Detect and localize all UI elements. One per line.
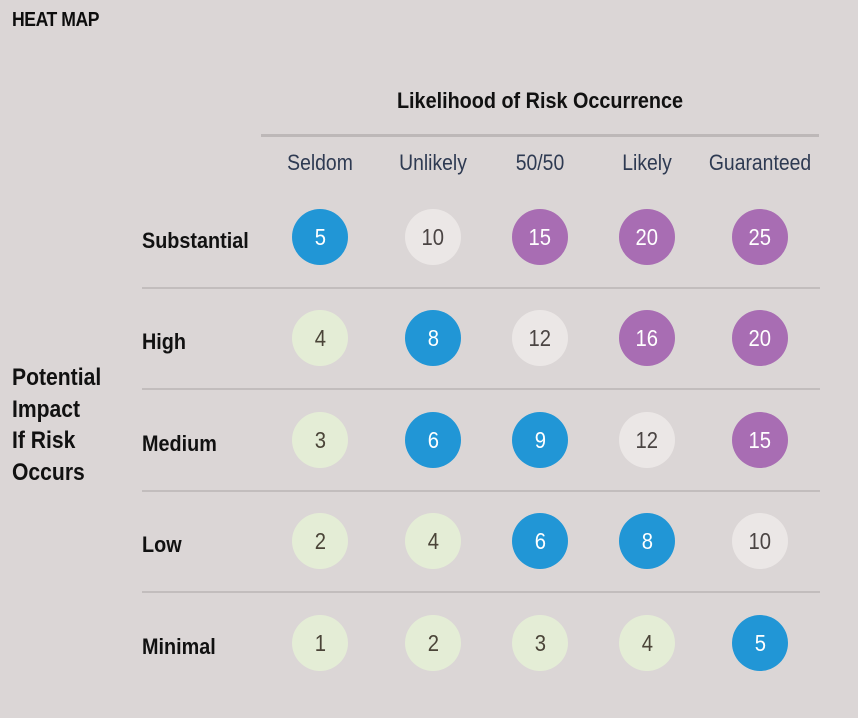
heatmap-cell-purple: 20 <box>732 310 788 366</box>
row-divider <box>142 388 820 390</box>
heatmap-cell-green: 4 <box>292 310 348 366</box>
cell-value: 3 <box>314 426 326 453</box>
heatmap-cell-blue: 8 <box>405 310 461 366</box>
heatmap-cell-green: 2 <box>292 513 348 569</box>
cell-value: 20 <box>635 223 659 250</box>
y-axis-title-line: If Risk <box>12 427 76 454</box>
cell-value: 6 <box>427 426 439 453</box>
y-axis-title-line: Occurs <box>12 458 85 486</box>
cell-value: 5 <box>314 223 326 250</box>
heatmap-cell-blue: 5 <box>292 209 348 265</box>
cell-value: 12 <box>528 324 552 351</box>
column-label: 50/50 <box>515 150 565 175</box>
column-label: Unlikely <box>399 150 467 175</box>
heatmap-cell-blue: 6 <box>405 412 461 468</box>
column-label: Guaranteed <box>708 150 812 175</box>
cell-value: 5 <box>754 629 766 656</box>
column-label: Likely <box>622 150 672 175</box>
cell-value: 10 <box>748 527 772 554</box>
heatmap-cell-gray: 10 <box>732 513 788 569</box>
cell-value: 4 <box>314 324 326 351</box>
cell-value: 20 <box>748 324 772 351</box>
heatmap-cell-green: 4 <box>405 513 461 569</box>
cell-value: 4 <box>641 629 653 656</box>
y-axis-title: Potential Impact If Risk Occurs <box>12 362 101 488</box>
row-divider <box>142 490 820 492</box>
cell-value: 4 <box>427 527 439 554</box>
heatmap-cell-green: 2 <box>405 615 461 671</box>
cell-value: 16 <box>635 324 659 351</box>
heatmap-cell-green: 4 <box>619 615 675 671</box>
heatmap-cell-gray: 12 <box>512 310 568 366</box>
cell-value: 2 <box>314 527 326 554</box>
heatmap-cell-purple: 25 <box>732 209 788 265</box>
cell-value: 10 <box>421 223 445 250</box>
cell-value: 15 <box>528 223 552 250</box>
row-label: Substantial <box>142 228 249 253</box>
heatmap-cell-purple: 20 <box>619 209 675 265</box>
cell-value: 25 <box>748 223 772 250</box>
cell-value: 15 <box>748 426 772 453</box>
header-divider <box>261 134 819 137</box>
heatmap-cell-blue: 8 <box>619 513 675 569</box>
cell-value: 1 <box>314 629 326 656</box>
heatmap-cell-purple: 16 <box>619 310 675 366</box>
heatmap-cell-green: 3 <box>292 412 348 468</box>
y-axis-title-line: Potential <box>12 364 102 391</box>
chart-title: HEAT MAP <box>12 9 100 31</box>
x-axis-title: Likelihood of Risk Occurrence <box>396 88 684 113</box>
cell-value: 9 <box>534 426 546 453</box>
cell-value: 12 <box>635 426 659 453</box>
row-divider <box>142 591 820 593</box>
row-label: Medium <box>142 431 217 456</box>
cell-value: 2 <box>427 629 439 656</box>
heatmap-cell-blue: 5 <box>732 615 788 671</box>
heatmap-cell-purple: 15 <box>512 209 568 265</box>
heatmap-cell-gray: 12 <box>619 412 675 468</box>
heatmap-cell-blue: 6 <box>512 513 568 569</box>
heatmap-cell-blue: 9 <box>512 412 568 468</box>
cell-value: 6 <box>534 527 546 554</box>
column-label: Seldom <box>287 150 353 175</box>
row-label: High <box>142 329 187 354</box>
heatmap-cell-green: 3 <box>512 615 568 671</box>
cell-value: 8 <box>427 324 439 351</box>
row-label: Minimal <box>142 634 216 659</box>
y-axis-title-line: Impact <box>12 395 81 423</box>
row-divider <box>142 287 820 289</box>
cell-value: 8 <box>641 527 653 554</box>
heatmap-cell-green: 1 <box>292 615 348 671</box>
heatmap-cell-gray: 10 <box>405 209 461 265</box>
row-label: Low <box>142 532 182 557</box>
heatmap-cell-purple: 15 <box>732 412 788 468</box>
cell-value: 3 <box>534 629 546 656</box>
